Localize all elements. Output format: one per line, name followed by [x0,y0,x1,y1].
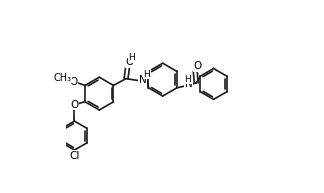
Text: CH₃: CH₃ [54,73,72,83]
Text: O: O [193,61,201,71]
Text: O: O [69,77,78,86]
Text: H: H [185,75,191,84]
Text: N: N [185,79,193,89]
Text: O: O [125,57,133,67]
Text: H: H [143,70,150,79]
Text: O: O [70,100,79,110]
Text: N: N [139,75,147,85]
Text: H: H [128,53,135,62]
Text: Cl: Cl [69,151,80,161]
